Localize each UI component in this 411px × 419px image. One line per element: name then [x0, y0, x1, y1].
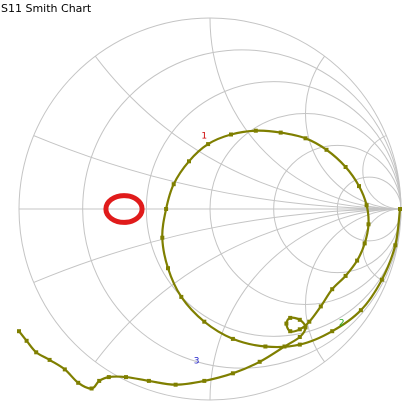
trace-point [171, 182, 176, 187]
trace-point [257, 359, 262, 364]
reactance-arc [305, 18, 401, 210]
trace-point [357, 184, 361, 189]
trace-point [364, 203, 369, 208]
trace-point [47, 357, 52, 362]
trace-point [89, 386, 94, 391]
marker-1-label: 1 [201, 131, 207, 141]
trace-point [229, 132, 233, 137]
trace-point [187, 159, 191, 164]
trace-point [297, 342, 302, 347]
trace-point [343, 165, 348, 169]
trace-point [230, 371, 235, 376]
s11-trace-group [17, 128, 402, 391]
trace-point [379, 277, 384, 282]
trace-point [330, 329, 335, 334]
trace-point [297, 317, 302, 322]
trace-point [106, 375, 111, 380]
trace-point [278, 130, 283, 135]
trace-point [358, 308, 363, 313]
trace-point [303, 325, 308, 330]
trace-point [284, 321, 289, 326]
trace-point [179, 294, 184, 299]
reactance-arc [305, 208, 401, 400]
trace-point [202, 378, 207, 383]
trace-point [366, 222, 371, 227]
reactance-arc [209, 18, 401, 210]
trace-point [362, 241, 367, 246]
trace-point [146, 378, 151, 383]
reactance-arc [19, 18, 401, 210]
trace-point [164, 207, 169, 211]
marker-group: 1 2 3 [194, 131, 345, 366]
trace-point [76, 380, 81, 385]
chart-title: S11 Smith Chart [1, 2, 92, 15]
trace-point [230, 336, 235, 341]
trace-point [62, 367, 67, 372]
trace-point [393, 243, 398, 248]
trace-point [343, 273, 348, 278]
reactance-arc [19, 208, 401, 400]
trace-point [355, 258, 360, 263]
highlight-group [103, 193, 145, 225]
highlight-ring [103, 193, 145, 225]
s11-trace [18, 129, 402, 390]
trace-point [166, 266, 170, 271]
trace-point [202, 319, 207, 324]
trace-point [324, 147, 329, 152]
trace-point [206, 142, 211, 147]
trace-point [330, 287, 335, 292]
trace-point [318, 304, 323, 309]
trace-point [398, 207, 402, 211]
marker-3-label: 3 [194, 357, 200, 367]
trace-point [17, 329, 21, 334]
trace-point [124, 375, 128, 380]
reactance-arc [209, 208, 401, 400]
trace-point [160, 235, 165, 240]
trace-point [303, 136, 308, 141]
trace-point [253, 128, 258, 133]
trace-point [263, 344, 268, 349]
marker-2-label: 2 [339, 319, 345, 329]
trace-point [288, 329, 293, 334]
trace-point [297, 335, 302, 339]
trace-point [307, 319, 312, 324]
trace-point [282, 344, 287, 349]
trace-point [173, 382, 178, 387]
trace-point [24, 338, 29, 343]
trace-point [297, 327, 302, 332]
trace-point [97, 378, 102, 383]
trace-point [288, 315, 293, 320]
trace-point [34, 350, 39, 355]
